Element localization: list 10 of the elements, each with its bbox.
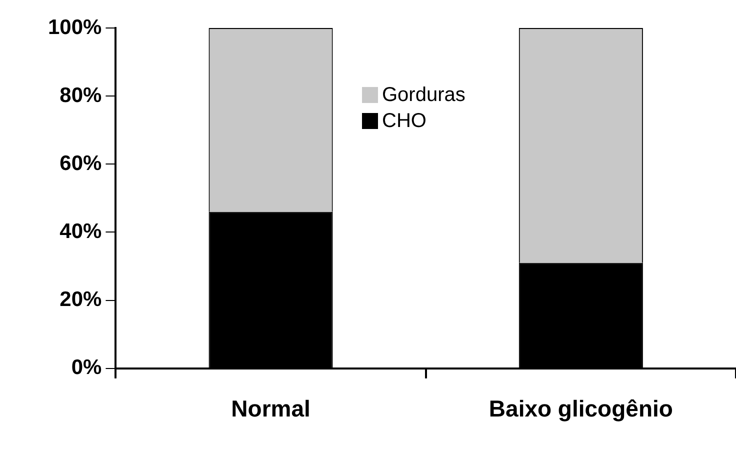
y-tick-label: 40% [60,220,102,244]
x-tick-label: Normal [231,396,310,422]
legend-label: Gorduras [382,83,466,108]
y-tick-label: 60% [60,152,102,175]
y-tick-label: 0% [71,356,102,380]
y-tick-label: 80% [60,84,102,107]
x-tick-label: Baixo glicogênio [488,396,673,422]
legend-label: CHO [382,109,426,134]
y-tick-label: 100% [48,16,102,39]
y-tick-label: 20% [60,288,102,312]
